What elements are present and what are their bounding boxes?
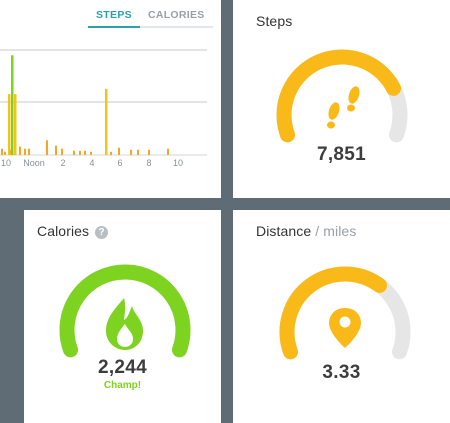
bar bbox=[73, 150, 75, 155]
bar bbox=[28, 148, 30, 155]
status-badge: Champ! bbox=[103, 380, 142, 391]
bar bbox=[19, 146, 21, 155]
calories-tile[interactable]: Calories? 2,244 Champ! bbox=[24, 210, 221, 423]
calories-gauge bbox=[59, 264, 191, 358]
map-pin-icon bbox=[329, 308, 361, 348]
gauge-progress bbox=[276, 49, 402, 143]
x-tick-label: 4 bbox=[89, 158, 94, 168]
gauge-progress bbox=[59, 264, 191, 358]
bar bbox=[167, 148, 169, 155]
bar bbox=[79, 150, 81, 155]
bar bbox=[90, 151, 92, 155]
x-axis: 10 Noon 2 4 6 8 10 bbox=[1, 158, 183, 168]
steps-chart-panel: STEPS CALORIES 10 Noon 2 4 6 8 10 bbox=[0, 0, 221, 198]
bar bbox=[84, 150, 86, 155]
bar bbox=[118, 147, 120, 156]
steps-gauge bbox=[276, 49, 408, 143]
calories-title: Calories bbox=[37, 223, 90, 239]
bar bbox=[46, 140, 48, 155]
x-tick-label: 2 bbox=[60, 158, 65, 168]
help-icon[interactable]: ? bbox=[95, 226, 109, 239]
tile-title: Distance / miles bbox=[256, 223, 356, 239]
bar bbox=[4, 151, 6, 155]
steps-value: 7,851 bbox=[316, 144, 367, 165]
distance-title: Distance bbox=[256, 223, 312, 239]
bar bbox=[14, 94, 17, 155]
bar bbox=[55, 145, 57, 155]
footprints-icon bbox=[327, 86, 360, 129]
tile-title: Calories? bbox=[37, 223, 109, 239]
bar bbox=[130, 149, 132, 156]
tile-title: Steps bbox=[256, 13, 292, 29]
bar bbox=[105, 88, 108, 155]
steps-title: Steps bbox=[256, 13, 293, 29]
bar-series bbox=[1, 55, 169, 156]
flame-icon bbox=[106, 298, 143, 350]
distance-tile[interactable]: Distance / miles 3.33 bbox=[233, 210, 450, 423]
bar bbox=[24, 148, 26, 155]
calories-value: 2,244 bbox=[97, 357, 148, 378]
tab-steps[interactable]: STEPS bbox=[88, 9, 140, 28]
bar bbox=[110, 151, 112, 155]
bar bbox=[148, 149, 150, 156]
bar bbox=[61, 148, 63, 155]
distance-gauge bbox=[279, 266, 411, 360]
x-tick-label: 10 bbox=[173, 158, 183, 168]
x-tick-label: 6 bbox=[117, 158, 122, 168]
chart-tabs: STEPS CALORIES bbox=[88, 9, 213, 28]
intraday-bar-chart: 10 Noon 2 4 6 8 10 bbox=[0, 49, 207, 168]
bar bbox=[1, 148, 3, 155]
distance-value: 3.33 bbox=[322, 362, 361, 383]
bar bbox=[11, 55, 14, 156]
x-tick-label: 10 bbox=[1, 158, 11, 168]
x-tick-label: 8 bbox=[146, 158, 151, 168]
bar bbox=[137, 149, 139, 156]
bar bbox=[8, 94, 11, 155]
tab-calories[interactable]: CALORIES bbox=[139, 9, 213, 28]
gauge-progress bbox=[279, 266, 388, 360]
x-tick-label: Noon bbox=[23, 158, 45, 168]
steps-tile[interactable]: Steps 7,851 bbox=[233, 0, 450, 198]
distance-unit: / miles bbox=[311, 223, 357, 239]
